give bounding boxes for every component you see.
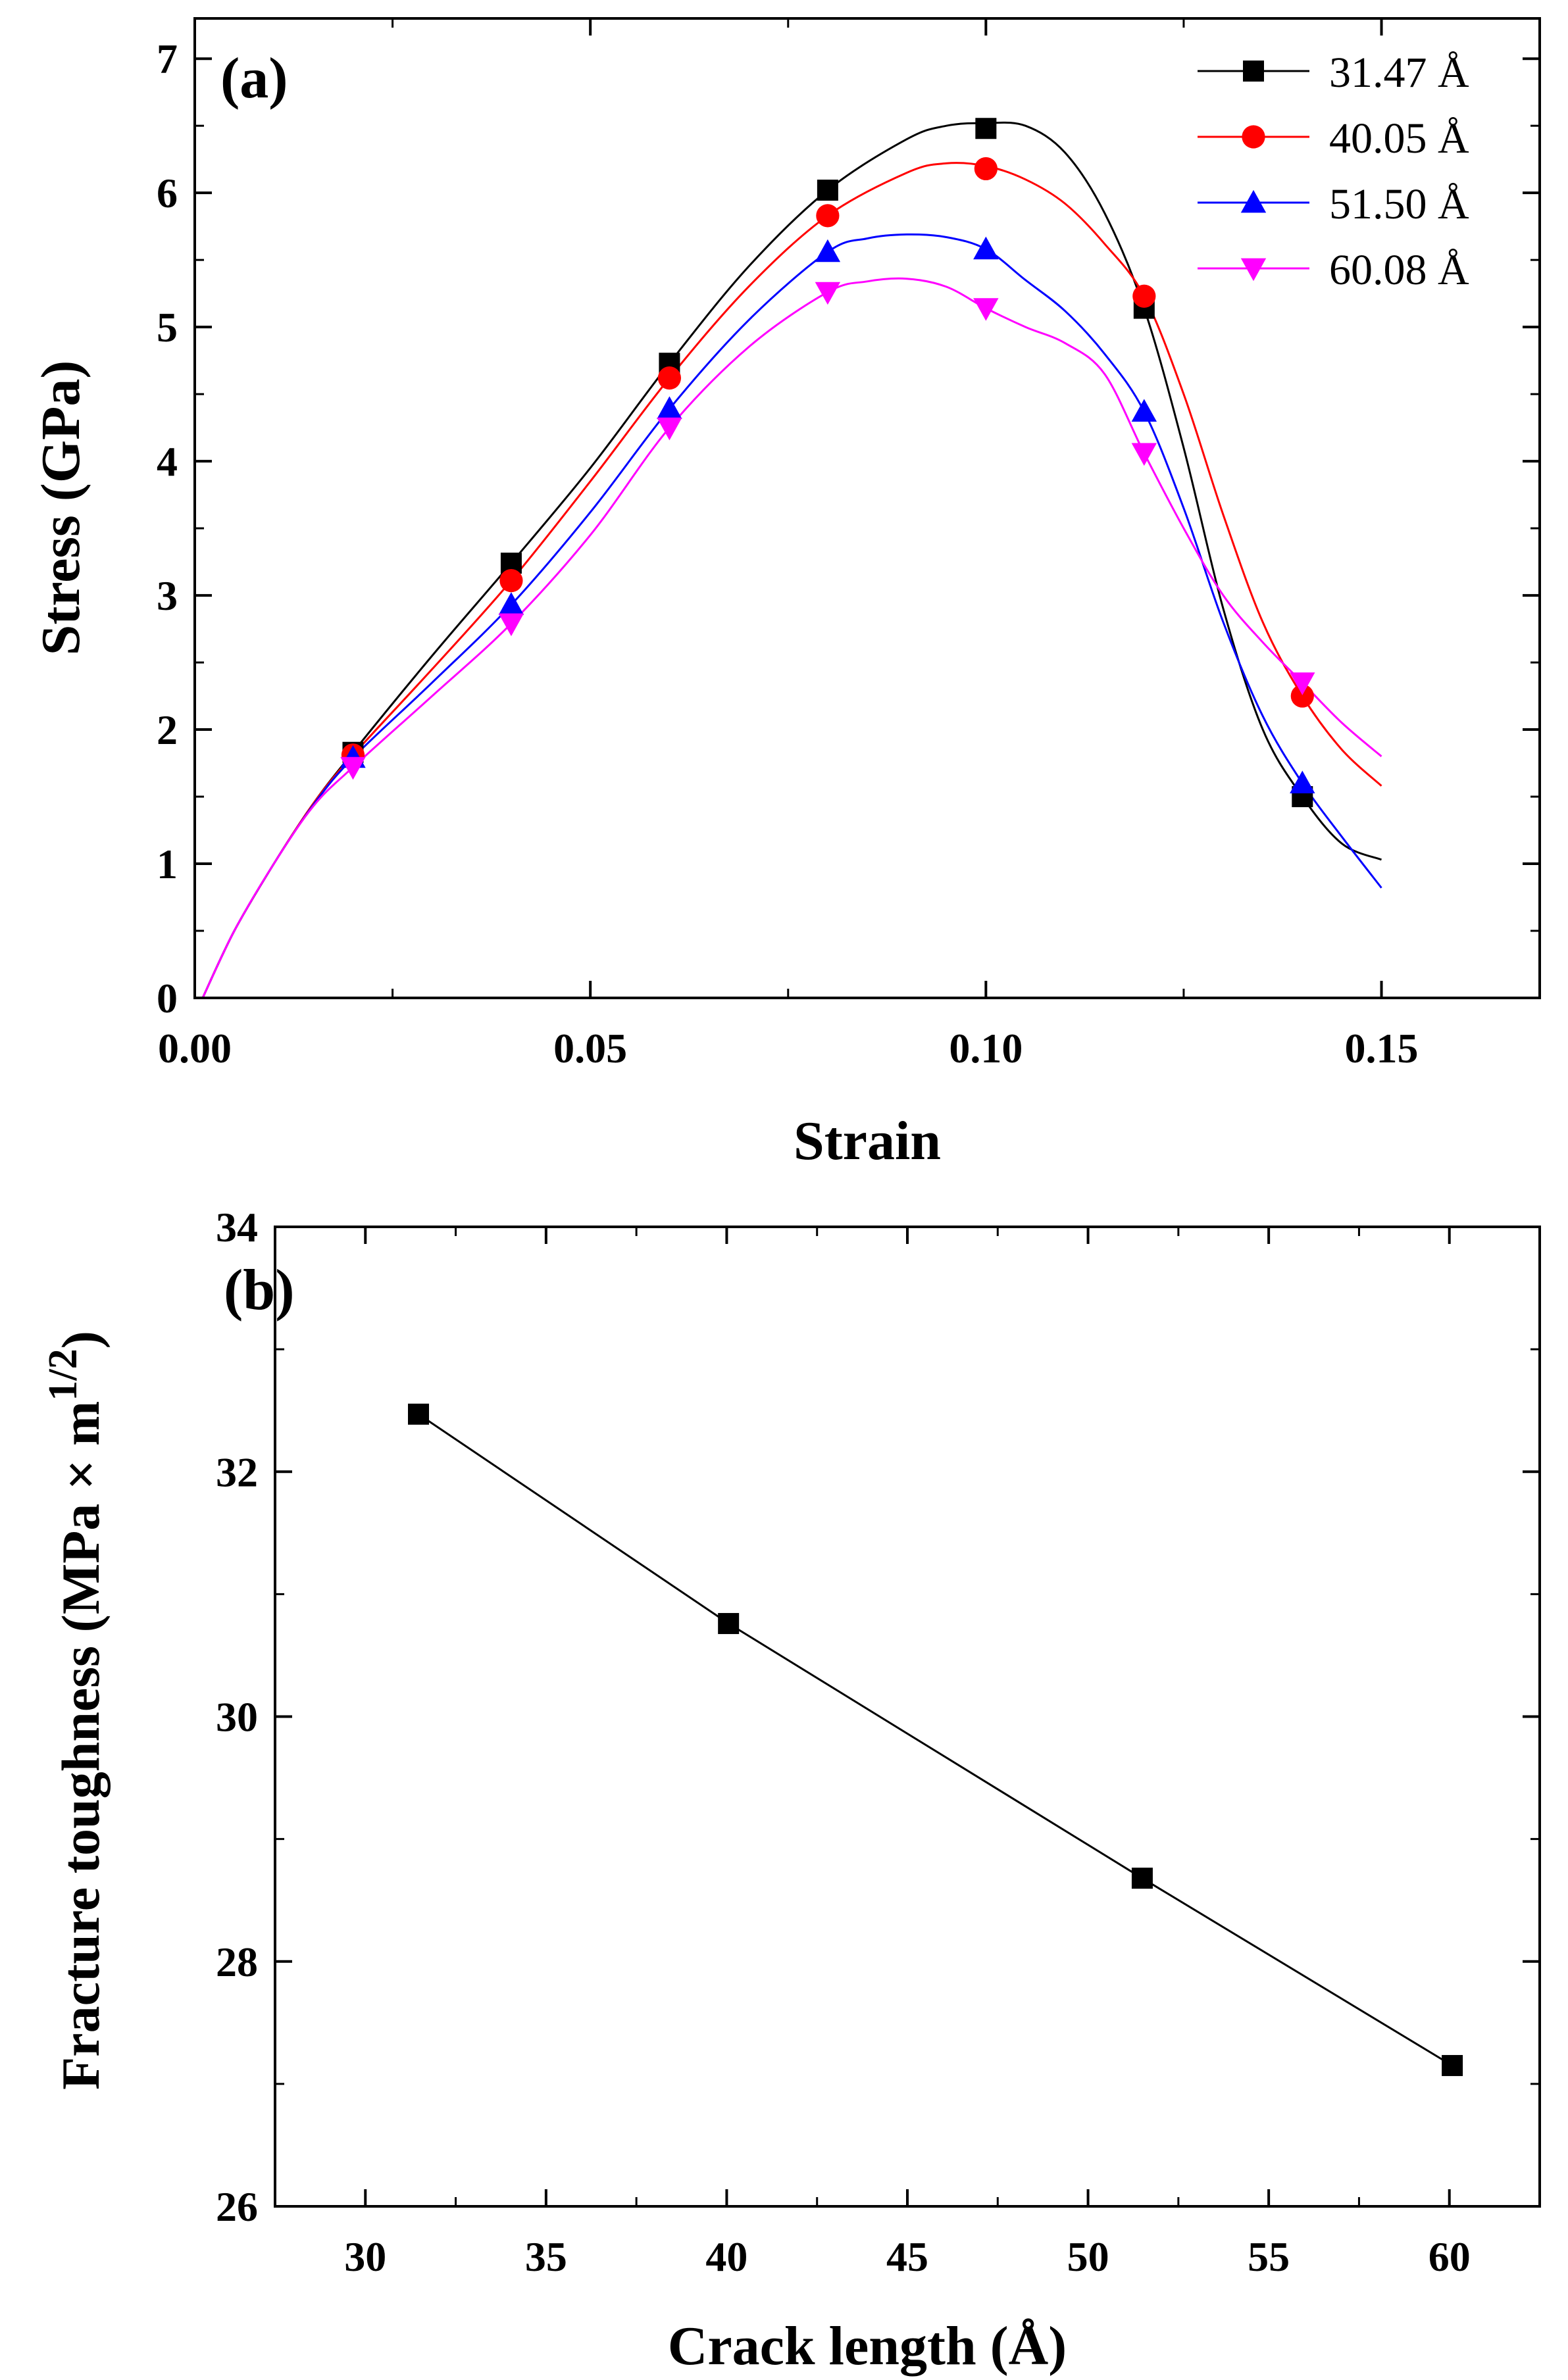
y-tick-label: 3 — [157, 572, 178, 619]
data-point — [974, 157, 998, 181]
y-tick-label: 2 — [157, 707, 178, 753]
data-point — [815, 282, 841, 305]
legend-marker — [1240, 258, 1267, 282]
x-tick-label: 60 — [1429, 2233, 1471, 2280]
legend-marker — [1242, 125, 1265, 149]
x-axis-label: Crack length (Å) — [668, 2316, 1067, 2377]
x-tick-label: 55 — [1248, 2233, 1290, 2280]
panel-label: (a) — [220, 47, 288, 111]
data-point — [1131, 443, 1157, 466]
plot-frame — [274, 1226, 1541, 2208]
data-point — [657, 417, 682, 441]
data-point — [498, 613, 524, 637]
data-point — [1131, 399, 1157, 422]
plot-frame — [193, 17, 1541, 999]
y-tick-label: 6 — [157, 170, 178, 216]
fracture-toughness-chart: 30 35 40 45 50 55 60 26 28 30 32 34 (b) Crack lengt… — [41, 1204, 1541, 2377]
x-tick-label: 0.05 — [553, 1025, 627, 1072]
data-point — [816, 204, 840, 228]
stress-strain-chart: 0.00 0.05 0.10 0.15 0 1 2 3 4 5 6 7 (a) 31.47 Å 40.0… — [30, 17, 1541, 1172]
data-point — [1131, 1868, 1153, 1889]
y-tick-label: 1 — [157, 841, 178, 887]
legend-marker — [1240, 189, 1267, 213]
data-point — [815, 239, 841, 262]
legend-label: 51.50 Å — [1329, 180, 1469, 228]
data-point — [718, 1613, 740, 1635]
data-point — [498, 592, 524, 615]
x-tick-label: 45 — [886, 2233, 928, 2280]
y-axis-label-close: ) — [51, 1331, 111, 1349]
data-point — [1290, 684, 1314, 708]
legend: 31.47 Å 40.05 Å 51.50 Å 60.08 Å — [1198, 49, 1469, 294]
y-axis-label-main: Fracture toughness (MPa × m — [51, 1401, 111, 2090]
y-axis-label: Fracture toughness (MPa × m1/2) — [41, 1331, 111, 2090]
x-tick-label: 0.15 — [1345, 1025, 1419, 1072]
data-point — [975, 118, 997, 139]
y-tick-label: 0 — [157, 975, 178, 1022]
x-tick-label: 30 — [344, 2233, 386, 2280]
data-point — [1442, 2054, 1463, 2076]
y-tick-label: 34 — [216, 1204, 258, 1251]
y-tick-label: 28 — [216, 1939, 258, 1985]
data-point — [973, 236, 999, 260]
series-line — [418, 1413, 1453, 2067]
y-axis-label-exponent: 1/2 — [41, 1349, 86, 1401]
data-point — [817, 180, 838, 201]
legend-marker — [1243, 61, 1264, 82]
y-tick-label: 4 — [157, 438, 178, 485]
x-tick-label: 0.00 — [158, 1025, 232, 1072]
data-point — [1290, 770, 1315, 794]
data-point — [973, 298, 999, 321]
x-tick-label: 0.10 — [949, 1025, 1023, 1072]
data-point — [408, 1403, 430, 1425]
data-point — [1290, 672, 1315, 695]
data-point — [1132, 284, 1156, 308]
y-tick-label: 32 — [216, 1449, 258, 1495]
legend-label: 60.08 Å — [1329, 246, 1469, 294]
legend-label: 40.05 Å — [1329, 114, 1469, 162]
x-tick-label: 40 — [705, 2233, 747, 2280]
y-tick-label: 5 — [157, 304, 178, 351]
data-point — [657, 366, 682, 390]
y-tick-label: 30 — [216, 1694, 258, 1741]
y-tick-label: 7 — [157, 36, 178, 82]
x-tick-label: 35 — [525, 2233, 567, 2280]
data-point — [340, 756, 366, 780]
data-point — [657, 396, 682, 419]
x-tick-label: 50 — [1067, 2233, 1109, 2280]
y-axis-label: Stress (GPa) — [30, 360, 91, 656]
data-point — [499, 569, 523, 593]
x-axis-label: Strain — [794, 1110, 941, 1172]
panel-label: (b) — [224, 1258, 295, 1322]
legend-label: 31.47 Å — [1329, 49, 1469, 97]
y-tick-label: 26 — [216, 2183, 258, 2230]
